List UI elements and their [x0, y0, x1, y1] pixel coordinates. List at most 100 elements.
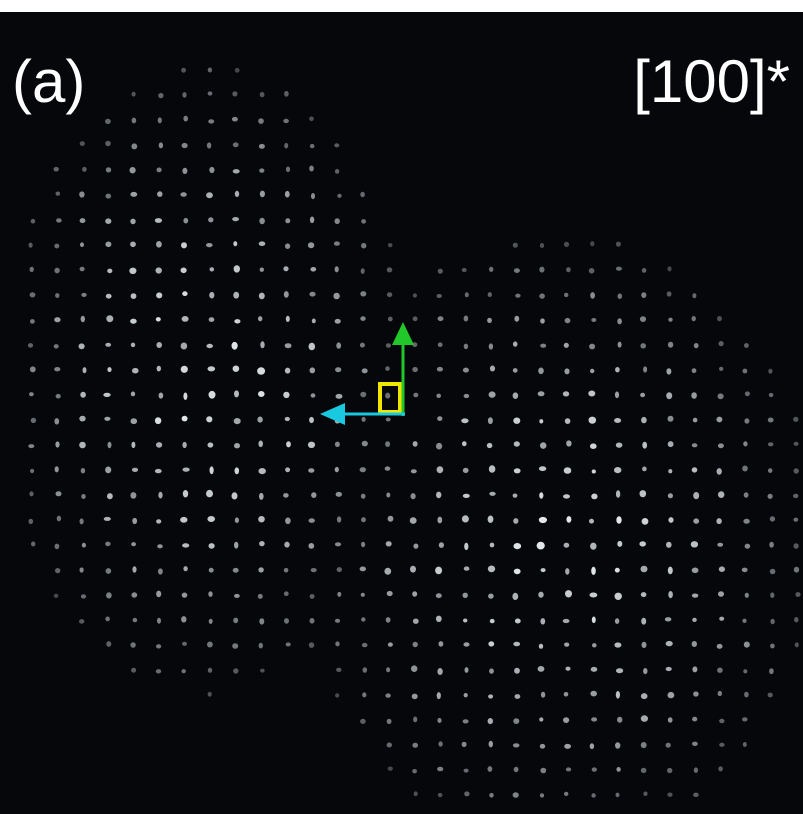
diffraction-spot — [489, 391, 496, 397]
diffraction-spot — [285, 417, 290, 421]
diffraction-spot — [388, 516, 394, 522]
diffraction-spot — [105, 343, 111, 347]
diffraction-spot — [360, 567, 366, 572]
diffraction-spot — [310, 618, 315, 624]
diffraction-spot — [666, 392, 672, 399]
diffraction-spot — [180, 517, 187, 523]
diffraction-spot — [668, 517, 673, 523]
diffraction-spot — [182, 543, 189, 547]
diffraction-spot — [642, 642, 647, 648]
diffraction-spot — [487, 443, 493, 448]
diffraction-spot — [361, 517, 366, 522]
diffraction-spot — [719, 719, 724, 723]
diffraction-spot — [386, 493, 390, 498]
diffraction-spot — [183, 490, 188, 497]
diffraction-spot — [438, 793, 443, 797]
diffraction-spot — [156, 267, 162, 273]
diffraction-spot — [206, 192, 213, 198]
diffraction-spot — [360, 343, 365, 348]
diffraction-spot — [156, 342, 162, 348]
diffraction-spot — [336, 668, 341, 672]
diffraction-spot — [158, 492, 162, 499]
diffraction-spot — [668, 318, 672, 322]
diffraction-spot — [439, 542, 444, 548]
diffraction-spot — [640, 316, 646, 322]
diffraction-spot — [693, 518, 699, 523]
diffraction-spot — [616, 793, 620, 798]
diffraction-spot — [615, 367, 620, 372]
diffraction-spot — [105, 119, 111, 124]
diffraction-spot — [209, 292, 214, 299]
diffraction-spot — [489, 343, 493, 349]
diffraction-spot — [641, 292, 646, 298]
diffraction-spot — [232, 342, 238, 350]
diffraction-spot — [387, 719, 392, 724]
diffraction-spot — [80, 242, 84, 247]
diffraction-spot — [309, 166, 314, 172]
diffraction-spot — [79, 416, 85, 422]
diffraction-spot — [540, 318, 545, 323]
diffraction-spot — [616, 516, 621, 523]
diffraction-spot — [208, 442, 214, 447]
diffraction-spot — [437, 367, 443, 372]
diffraction-spot — [666, 641, 673, 646]
diffraction-spot — [590, 443, 597, 449]
diffraction-spot — [513, 792, 519, 798]
diffraction-spot — [361, 268, 365, 274]
diffraction-spot — [668, 342, 673, 348]
diffraction-spot — [335, 266, 339, 272]
diffraction-spot — [641, 618, 646, 625]
diffraction-spot — [259, 168, 264, 172]
diffraction-spot — [82, 167, 87, 172]
diffraction-spot — [565, 418, 571, 424]
diffraction-spot — [308, 543, 314, 549]
diffraction-spot — [768, 468, 772, 473]
diffraction-spot — [745, 391, 750, 396]
diffraction-spot — [794, 468, 799, 473]
diffraction-spot — [233, 142, 239, 147]
diffraction-spot — [539, 644, 543, 649]
diffraction-spot — [386, 617, 391, 623]
diffraction-spot — [694, 767, 698, 773]
diffraction-spot — [668, 441, 674, 447]
diffraction-spot — [566, 267, 571, 272]
diffraction-spot — [157, 618, 161, 624]
diffraction-spot — [56, 394, 61, 399]
diffraction-spot — [182, 442, 186, 448]
diffraction-spot — [182, 593, 188, 598]
diffraction-spot — [667, 768, 672, 773]
diffraction-spot — [693, 691, 699, 696]
diffraction-spot — [156, 241, 162, 248]
diffraction-spot — [668, 493, 673, 498]
diffraction-spot — [385, 393, 390, 399]
diffraction-spot — [385, 366, 390, 371]
diffraction-spot — [284, 618, 289, 624]
diffraction-spot — [437, 767, 443, 772]
diffraction-spot — [183, 116, 188, 122]
diffraction-spot — [566, 667, 571, 671]
diffraction-spot — [106, 167, 111, 172]
diffraction-spot — [514, 569, 521, 575]
diffraction-spot — [742, 619, 746, 623]
diffraction-spot — [590, 691, 597, 697]
diffraction-spot — [130, 192, 137, 197]
diffraction-spot — [209, 568, 214, 573]
diffraction-spot — [361, 494, 366, 499]
diffraction-spot — [208, 692, 212, 697]
diffraction-spot — [258, 316, 262, 321]
diffraction-spot — [208, 591, 212, 597]
diffraction-spot — [284, 143, 288, 149]
diffraction-spot — [641, 768, 647, 773]
diffraction-spot — [642, 467, 647, 472]
diffraction-spot — [692, 443, 698, 447]
diffraction-spot — [387, 267, 393, 272]
diffraction-spot — [413, 642, 418, 647]
diffraction-spot — [80, 392, 86, 398]
diffraction-spot — [437, 668, 442, 675]
diffraction-spot — [362, 441, 368, 447]
diffraction-spot — [333, 293, 339, 300]
diffraction-spot — [106, 294, 112, 299]
diffraction-spot — [257, 367, 265, 374]
diffraction-spot — [692, 742, 698, 746]
diffraction-spot — [56, 491, 62, 496]
